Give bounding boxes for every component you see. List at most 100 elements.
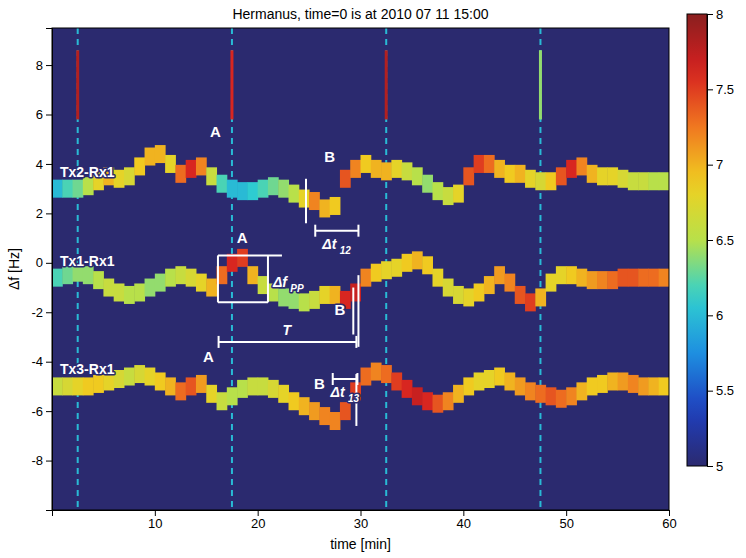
- title: Hermanus, time=0 is at 2010 07 11 15:00: [232, 6, 488, 22]
- trace-cell: [134, 157, 145, 175]
- trace-cell: [186, 269, 197, 287]
- colorbar-tick: 7: [707, 157, 723, 172]
- trace-cell: [62, 266, 73, 284]
- y-tick: 8: [36, 58, 52, 73]
- trace-cell: [268, 380, 279, 398]
- trace-cell: [618, 372, 629, 390]
- trace-cell: [114, 170, 125, 188]
- trace-cell: [145, 368, 156, 386]
- colorbar-tick-label: 5: [716, 459, 723, 474]
- x-axis-title: time [min]: [330, 536, 391, 552]
- trace-cell: [432, 395, 443, 413]
- x-tick-mark: [463, 510, 464, 516]
- trace-cell: [576, 382, 587, 400]
- trace-cell: [103, 279, 114, 297]
- bracket-label-text: Δf: [272, 274, 288, 290]
- x-tick-label: 60: [662, 516, 676, 531]
- x-tick: 10: [148, 510, 162, 531]
- trace-cell: [361, 155, 372, 173]
- series-label: Tx3-Rx1: [60, 361, 115, 377]
- trace-cell: [556, 167, 567, 185]
- trace-cell: [237, 380, 248, 398]
- x-tick-label: 10: [148, 516, 162, 531]
- bracket-label-subscript: PP: [290, 283, 304, 294]
- trace-cell: [607, 167, 618, 185]
- trace-cell: [648, 172, 659, 190]
- y-tick-mark: [46, 362, 52, 363]
- trace-cell: [227, 254, 238, 272]
- colorbar-tick-mark: [707, 165, 713, 166]
- trace-cell: [566, 160, 577, 178]
- trace-cell: [155, 274, 166, 292]
- colorbar-tick-mark: [707, 391, 713, 392]
- trace-cell: [52, 377, 63, 395]
- trace-cell: [124, 368, 135, 386]
- y-axis-line: [46, 29, 53, 511]
- x-tick: 60: [662, 510, 676, 531]
- x-tick-mark: [155, 510, 156, 516]
- y-tick-label: -2: [31, 305, 43, 320]
- trace-cell: [535, 385, 546, 403]
- trace-cell: [319, 199, 330, 217]
- x-tick-label: 30: [354, 516, 368, 531]
- trace-cell: [402, 380, 413, 398]
- plot-area: [52, 28, 669, 510]
- trace-cell: [371, 363, 382, 381]
- bracket-line: [333, 378, 358, 380]
- bracket-end: [355, 336, 357, 348]
- trace-cell: [659, 269, 669, 287]
- trace-cell: [618, 170, 629, 188]
- trace-cell: [258, 276, 269, 294]
- trace-cell: [247, 377, 258, 395]
- trace-cell: [535, 172, 546, 190]
- trace-cell: [217, 175, 228, 193]
- bracket-end: [357, 225, 359, 237]
- trace-cell: [391, 372, 402, 390]
- colorbar-tick: 7.5: [707, 82, 734, 97]
- trace-cell: [638, 269, 649, 287]
- trace-cell: [289, 392, 300, 410]
- trace-cell: [114, 283, 125, 301]
- trace-cell: [247, 182, 258, 200]
- y-tick-label: 6: [36, 107, 43, 122]
- bracket-end: [218, 254, 282, 256]
- trace-cell: [371, 160, 382, 178]
- y-tick-label: 2: [36, 206, 43, 221]
- x-tick-label: 40: [457, 516, 471, 531]
- y-tick-mark: [46, 312, 52, 313]
- trace-cell: [155, 145, 166, 163]
- trace-cell: [597, 375, 608, 393]
- trace-cell: [525, 170, 536, 188]
- trace-cell: [134, 283, 145, 301]
- x-tick-label: 50: [559, 516, 573, 531]
- trace-cell: [165, 269, 176, 287]
- trace-cell: [217, 392, 228, 410]
- trace-cell: [381, 365, 392, 383]
- trace-cell: [361, 269, 372, 287]
- colorbar-tick: 6.5: [707, 233, 734, 248]
- trace-cell: [443, 392, 454, 410]
- trace-cell: [391, 259, 402, 277]
- colorbar-tick-label: 7: [716, 157, 723, 172]
- trace-cell: [566, 266, 577, 284]
- trace-cell: [484, 155, 495, 173]
- trace-cell: [237, 182, 248, 200]
- trace-cell: [258, 180, 269, 198]
- x-tick-mark: [566, 510, 567, 516]
- series-label: Tx2-Rx1: [60, 164, 115, 180]
- bracket-end: [356, 373, 358, 385]
- annotation: B: [324, 148, 335, 165]
- trace-cell: [546, 274, 557, 292]
- plot-frame: [52, 28, 669, 510]
- trace-cell: [124, 167, 135, 185]
- trace-cell: [628, 269, 639, 287]
- trace-cell: [73, 377, 84, 395]
- colorbar-tick-mark: [707, 14, 713, 15]
- bracket-label-text: T: [282, 322, 292, 338]
- y-tick: 6: [36, 107, 52, 122]
- x-tick: 20: [251, 510, 265, 531]
- trace-cell: [422, 256, 433, 274]
- trace-cell: [474, 283, 485, 301]
- x-axis-line: [53, 511, 670, 517]
- trace-cell: [515, 165, 526, 183]
